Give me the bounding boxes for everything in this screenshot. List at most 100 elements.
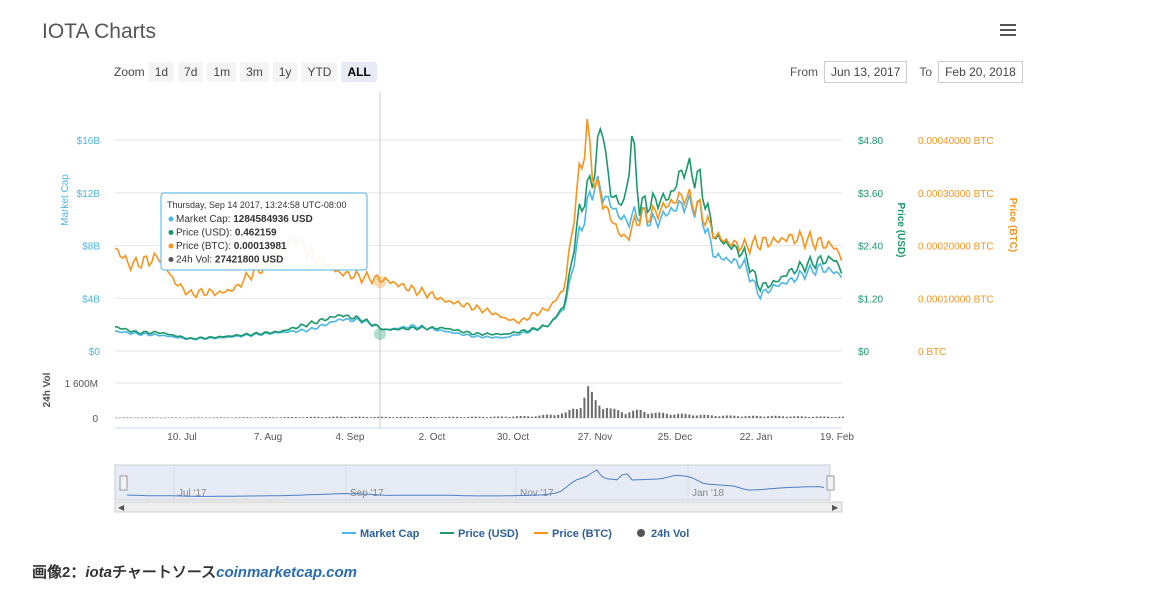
volume-bar <box>725 415 728 418</box>
volume-bar <box>512 416 515 418</box>
zoom-1d-button[interactable]: 1d <box>148 62 175 82</box>
volume-bar <box>662 412 665 418</box>
navigator-label: Sep '17 <box>350 488 384 499</box>
left-axis-title: Market Cap <box>60 174 71 226</box>
volume-bar <box>115 417 117 419</box>
volume-bar <box>279 417 282 418</box>
volume-bar <box>126 417 129 418</box>
volume-bar <box>628 412 631 418</box>
volume-bar <box>677 413 680 418</box>
series-lines <box>114 118 843 341</box>
volume-axis-title: 24h Vol <box>42 372 53 407</box>
from-date-input[interactable]: Jun 13, 2017 <box>824 61 908 83</box>
tooltip-row: Price (BTC): 0.00013981 <box>176 241 287 252</box>
tooltip-row: Market Cap: 1284584936 USD <box>176 214 313 225</box>
volume-bar <box>579 408 582 418</box>
legend-item: Market Cap <box>360 528 420 540</box>
volume-bar <box>362 416 365 418</box>
hamburger-menu-icon[interactable] <box>1000 24 1016 38</box>
zoom-1m-button[interactable]: 1m <box>207 62 237 82</box>
volume-bar <box>212 417 215 418</box>
legend-swatch <box>637 529 645 537</box>
zoom-3m-button[interactable]: 3m <box>240 62 269 82</box>
volume-bar <box>452 416 455 418</box>
volume-bar <box>703 414 706 418</box>
volume-bar <box>643 411 646 418</box>
volume-bar <box>216 417 219 418</box>
volume-bar <box>366 416 369 418</box>
volume-bar <box>227 417 230 418</box>
legend-item: Price (USD) <box>458 528 519 540</box>
volume-bar <box>231 417 234 419</box>
caption-prefix: 画像2： <box>32 564 86 581</box>
volume-bar <box>249 417 252 418</box>
volume-bar <box>332 416 335 418</box>
volume-bar <box>354 416 357 418</box>
volume-bar <box>118 417 121 419</box>
volume-bar <box>737 416 740 418</box>
volume-bar <box>534 416 537 418</box>
volume-bar <box>557 414 560 418</box>
volume-bar <box>272 417 275 418</box>
volume-bar <box>471 416 474 418</box>
zoom-ytd-button[interactable]: YTD <box>301 62 338 82</box>
zoom-7d-button[interactable]: 7d <box>178 62 204 82</box>
volume-axis-tick: 1 600M <box>65 379 98 390</box>
volume-bar <box>620 412 623 418</box>
navigator-left-handle <box>119 475 128 491</box>
zoom-1y-button[interactable]: 1y <box>272 62 298 82</box>
volume-bar <box>527 416 530 418</box>
volume-bar <box>373 417 376 418</box>
zoom-all-button[interactable]: ALL <box>341 62 377 82</box>
volume-bar <box>785 416 788 418</box>
volume-bar <box>778 415 781 418</box>
volume-bar <box>137 417 140 419</box>
volume-bar <box>572 408 575 418</box>
volume-bar <box>223 417 226 418</box>
volume-bar <box>504 416 507 418</box>
volume-bar <box>707 414 710 418</box>
volume-bar <box>298 417 301 418</box>
volume-bar <box>343 416 346 418</box>
volume-bar <box>590 391 593 418</box>
volume-bar <box>317 416 320 418</box>
volume-bar <box>718 416 721 418</box>
volume-bar <box>500 416 503 418</box>
volume-bar <box>692 415 695 418</box>
volume-bar <box>302 417 305 418</box>
volume-bar <box>186 417 189 419</box>
volume-bar <box>234 417 237 418</box>
chart-title: IOTA Charts <box>42 20 156 43</box>
usd-axis-tick: $2.40 <box>858 242 883 253</box>
scroll-left-arrow-icon: ◀ <box>118 503 125 512</box>
volume-bar <box>351 416 354 418</box>
hover-marker-usd <box>374 328 386 340</box>
to-date-input[interactable]: Feb 20, 2018 <box>938 61 1023 83</box>
usd-axis-tick: $4.80 <box>858 136 883 147</box>
volume-bar <box>755 415 758 418</box>
volume-bar <box>680 413 683 418</box>
volume-bar <box>456 416 459 418</box>
navigator-label: Jul '17 <box>178 488 207 499</box>
volume-bar <box>838 416 841 418</box>
volume-bar <box>800 416 803 418</box>
volume-bar <box>246 417 249 418</box>
volume-bar <box>609 408 612 418</box>
volume-bar <box>530 416 533 418</box>
volume-bar <box>489 416 492 418</box>
caption-link[interactable]: coinmarketcap.com <box>216 564 358 581</box>
volume-bar <box>328 416 331 418</box>
volume-bar <box>812 416 815 418</box>
volume-bar <box>437 417 440 418</box>
volume-bar <box>740 416 743 418</box>
usd-axis-tick: $0 <box>858 347 870 358</box>
volume-bar <box>171 417 174 418</box>
volume-bar <box>197 417 200 418</box>
legend-item: Price (BTC) <box>552 528 612 540</box>
navigator-scrollbar <box>114 501 843 513</box>
volume-bar <box>508 417 511 418</box>
volume-bar <box>658 412 661 418</box>
volume-bar <box>624 414 627 418</box>
volume-bar <box>654 412 657 418</box>
navigator-label: Jan '18 <box>692 488 724 499</box>
